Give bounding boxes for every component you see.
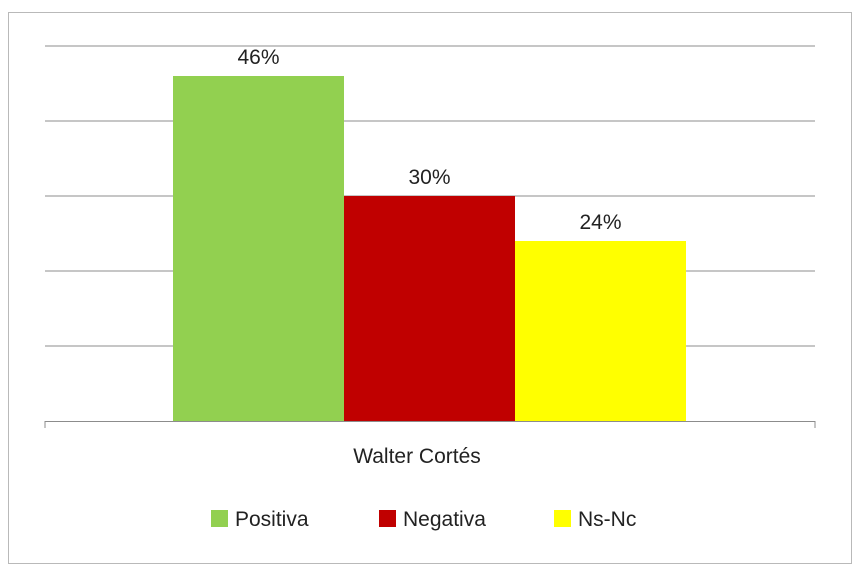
legend-label: Negativa	[403, 508, 486, 531]
legend-item-ns-nc: Ns-Nc	[554, 508, 636, 531]
legend-item-negativa: Negativa	[379, 508, 486, 531]
bar-ns-nc	[515, 241, 686, 421]
legend-item-positiva: Positiva	[211, 508, 309, 531]
legend-swatch	[554, 510, 571, 527]
x-axis: Walter Cortés	[44, 421, 816, 468]
legend: Positiva Negativa Ns-Nc	[211, 508, 636, 531]
data-label: 46%	[237, 46, 279, 69]
data-label: 30%	[408, 166, 450, 189]
legend-label: Ns-Nc	[578, 508, 636, 531]
data-labels: 46% 30% 24%	[237, 46, 621, 234]
legend-swatch	[379, 510, 396, 527]
bar-negativa	[344, 196, 515, 421]
bars	[173, 76, 686, 421]
chart-frame: 46% 30% 24% Walter Cortés Positiva Negativa…	[8, 12, 852, 564]
legend-swatch	[211, 510, 228, 527]
x-tick-label: Walter Cortés	[353, 445, 481, 468]
bar-chart: 46% 30% 24% Walter Cortés Positiva Negativa…	[44, 45, 816, 531]
legend-label: Positiva	[235, 508, 309, 531]
data-label: 24%	[579, 211, 621, 234]
bar-positiva	[173, 76, 344, 421]
